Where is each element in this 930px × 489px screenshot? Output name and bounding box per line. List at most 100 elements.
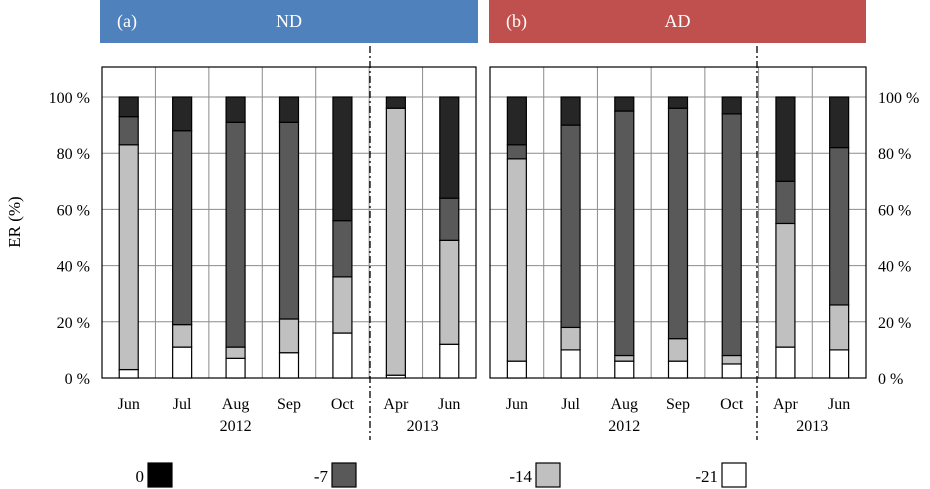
bar-segment-minus21-jun [506,360,527,379]
bar-segment-minus21-oct [721,363,742,379]
bar-segment-minus14-jul [560,326,581,351]
x-tick-label: Jun [828,396,850,413]
bar-segment-minus7-aug [614,110,635,357]
bar-segment-minus21-aug [225,357,246,379]
panel-b-title: AD [664,11,691,31]
bar-segment-minus21-jun [829,349,850,379]
x-tick-label: Apr [773,396,799,413]
y-tick-label: 80 % [57,146,90,163]
x-tick-label: Jul [561,396,580,413]
x-tick-label: Jun [506,396,528,413]
year-label: 2013 [407,418,439,435]
year-label: 2012 [608,418,640,435]
bar-segment-minus14-aug [225,346,246,359]
y-tick-label: 80 % [878,146,911,163]
bar-segment-minus14-sep [667,338,689,362]
x-tick-label: Aug [222,396,250,413]
bar-segment-0-sep [278,96,300,123]
legend-swatch [331,462,357,488]
bar-segment-0-jun [118,96,139,118]
bar-segment-0-oct [721,96,742,115]
bar-segment-0-jun [829,96,850,149]
panel-a-label: (a) [117,11,137,31]
bar-segment-minus21-jun [439,343,460,379]
y-tick-label: 40 % [57,259,90,276]
bar-segment-0-jul [172,96,193,132]
bar-segment-minus14-jun [506,158,527,362]
bar-segment-minus14-jun [118,144,139,371]
x-tick-label: Apr [383,396,409,413]
y-tick-label: 100 % [878,90,919,107]
bar-segment-minus21-oct [332,332,353,379]
bar-segment-0-oct [332,96,353,222]
bar-segment-minus21-jul [560,349,581,379]
bar-segment-minus7-jun [118,116,139,146]
y-tick-label: 20 % [57,315,90,332]
bar-segment-0-aug [225,96,246,123]
year-label: 2012 [220,418,252,435]
bar-segment-minus14-aug [614,354,635,362]
legend-label: -14 [509,467,532,486]
legend-swatch [535,462,561,488]
y-tick-label: 40 % [878,259,911,276]
panel-b-label: (b) [506,11,527,31]
x-tick-label: Jun [438,396,460,413]
x-tick-label: Sep [666,396,690,413]
bar-segment-minus14-oct [332,276,353,334]
bar-segment-minus21-jul [172,346,193,379]
y-tick-label: 60 % [57,202,90,219]
bar-segment-minus7-jun [439,197,460,241]
bar-segment-minus7-jul [172,130,193,326]
bar-segment-minus7-jun [506,144,527,160]
bar-segment-minus7-oct [721,113,742,357]
panel-b-header: (b) AD [489,0,866,43]
bar-segment-0-aug [614,96,635,112]
x-tick-label: Jun [118,396,140,413]
year-label: 2013 [796,418,828,435]
y-tick-label: 0 % [65,371,90,388]
bar-segment-minus21-sep [278,352,300,379]
bar-segment-0-jun [506,96,527,146]
panel-a-title: ND [276,11,302,31]
legend-label: 0 [136,467,145,486]
legend-label: -7 [314,467,329,486]
bar-segment-minus14-jul [172,324,193,348]
y-tick-label: 0 % [878,371,903,388]
bar-segment-minus14-jun [439,239,460,345]
bar-segment-minus21-sep [667,360,689,379]
y-tick-label: 60 % [878,202,911,219]
x-tick-label: Oct [720,396,744,413]
bar-segment-minus7-jul [560,124,581,329]
bar-segment-minus14-apr [385,107,406,376]
panel-a-header: (a) ND [100,0,478,43]
bar-segment-minus7-oct [332,220,353,278]
x-tick-label: Aug [611,396,639,413]
bar-segment-0-apr [775,96,796,182]
bar-segment-0-jul [560,96,581,126]
x-tick-label: Jul [173,396,192,413]
x-tick-label: Oct [331,396,355,413]
bar-segment-minus14-jun [829,304,850,351]
bar-segment-minus14-apr [775,222,796,348]
bar-segment-minus14-sep [278,318,300,354]
bar-segment-0-apr [385,96,406,109]
bar-segment-0-jun [439,96,460,199]
y-tick-label: 20 % [878,315,911,332]
legend-label: -21 [695,467,718,486]
bar-segment-minus7-aug [225,121,246,348]
bar-segment-minus7-jun [829,146,850,306]
legend-swatch [147,462,173,488]
y-axis-label: ER (%) [5,196,24,247]
bar-segment-minus21-apr [775,346,796,379]
bar-segment-minus21-jun [118,368,139,379]
bar-segment-0-sep [667,96,689,109]
bar-segment-minus21-aug [614,360,635,379]
bar-segment-minus7-apr [775,180,796,225]
bar-segment-minus14-oct [721,354,742,365]
x-tick-label: Sep [277,396,301,413]
bar-segment-minus7-sep [278,121,300,320]
y-tick-label: 100 % [49,90,90,107]
legend-swatch [721,462,747,488]
bar-segment-minus7-sep [667,107,689,340]
